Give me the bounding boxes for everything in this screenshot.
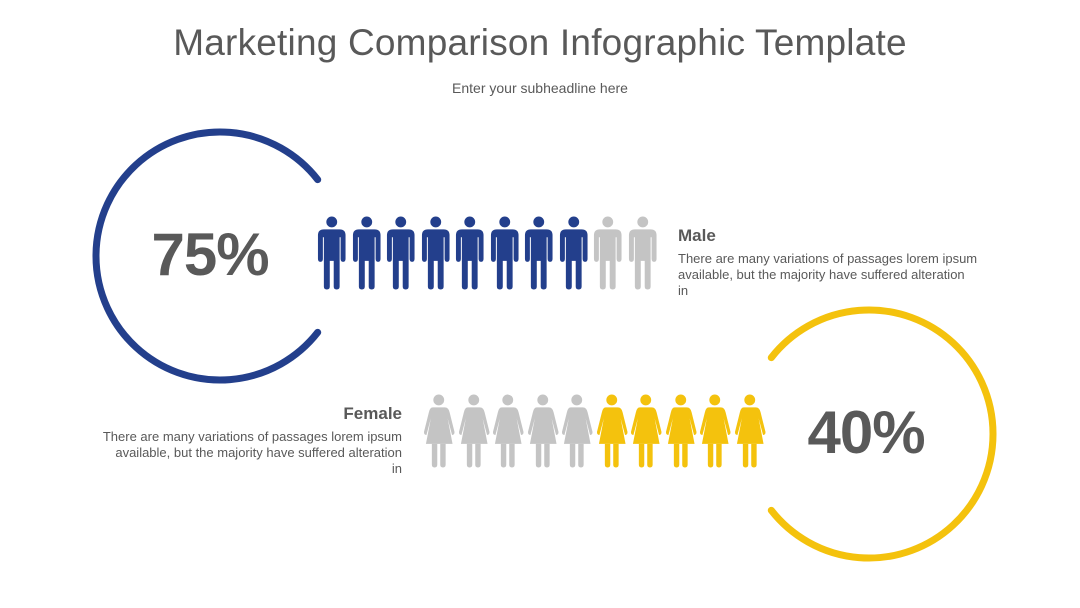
female-percent-value: 40% (807, 399, 925, 466)
female-person-icon (734, 394, 766, 468)
male-person-icon (559, 216, 588, 290)
male-percent-value: 75% (151, 221, 269, 288)
female-person-icon (527, 394, 559, 468)
female-person-icon (458, 394, 490, 468)
female-person-icon (596, 394, 628, 468)
male-percentage-ring (92, 128, 322, 384)
page-subtitle: Enter your subheadline here (452, 80, 628, 96)
male-person-icon (628, 216, 657, 290)
female-person-icon (561, 394, 593, 468)
female-percentage-ring (767, 306, 997, 562)
female-person-icon (665, 394, 697, 468)
male-label-title: Male (678, 226, 716, 245)
female-person-icon (423, 394, 455, 468)
male-person-icon (421, 216, 450, 290)
male-label-description: There are many variations of passages lo… (678, 251, 978, 298)
male-person-icon (593, 216, 622, 290)
male-icon-row (315, 216, 659, 292)
male-person-icon (490, 216, 519, 290)
female-icon-row (422, 394, 766, 470)
female-label-description: There are many variations of passages lo… (102, 429, 402, 476)
female-person-icon (630, 394, 662, 468)
male-person-icon (455, 216, 484, 290)
female-person-icon (699, 394, 731, 468)
male-person-icon (524, 216, 553, 290)
female-label-title: Female (343, 404, 402, 423)
page-title: Marketing Comparison Infographic Templat… (173, 22, 907, 63)
female-person-icon (492, 394, 524, 468)
male-person-icon (317, 216, 346, 290)
male-person-icon (386, 216, 415, 290)
male-person-icon (352, 216, 381, 290)
